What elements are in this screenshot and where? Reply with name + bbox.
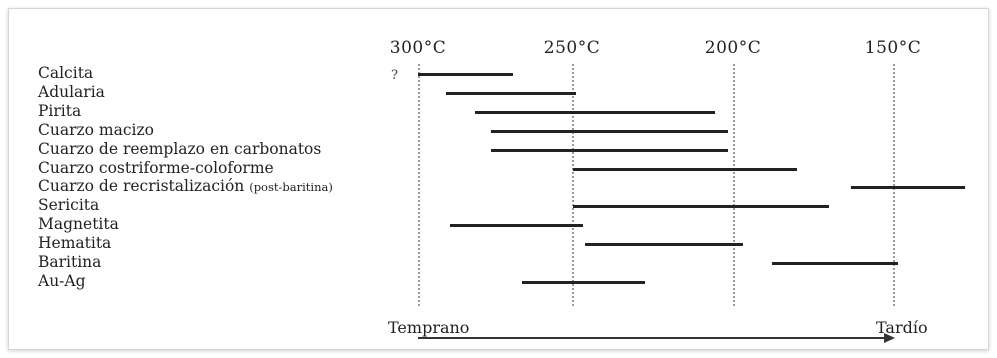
mineral-label: Cuarzo de reemplazo en carbonatos — [38, 139, 322, 158]
mineral-name: Hematita — [38, 234, 112, 253]
mineral-range-bar — [491, 129, 728, 133]
mineral-label: Pirita — [38, 101, 82, 120]
mineral-label: Adularia — [38, 82, 105, 101]
mineral-name: Cuarzo de recristalización — [38, 177, 250, 196]
mineral-label: Sericita — [38, 198, 99, 214]
mineral-label: Magnetita — [38, 215, 119, 234]
temperature-label: 200°C — [704, 38, 762, 58]
mineral-name: Au-Ag — [38, 271, 86, 290]
late-stage-label: Tardío — [876, 318, 928, 337]
temperature-label: 300°C — [389, 38, 447, 58]
mineral-label: Cuarzo macizo — [38, 120, 154, 139]
mineral-range-bar — [418, 73, 513, 76]
mineral-label: Calcita — [38, 64, 94, 82]
temperature-label: 150°C — [864, 38, 922, 58]
time-arrow-line — [418, 337, 888, 339]
mineral-name: Pirita — [38, 101, 82, 120]
mineral-range-bar — [851, 186, 965, 190]
mineral-range-bar — [450, 224, 583, 228]
mineral-name: Magnetita — [38, 215, 119, 234]
mineral-name: Baritina — [38, 253, 102, 271]
temperature-label: 250°C — [543, 38, 601, 58]
diagram-frame — [8, 8, 989, 350]
mineral-name: Cuarzo costriforme-coloforme — [38, 158, 274, 177]
mineral-label: Au-Ag — [38, 271, 86, 290]
mineral-range-bar — [446, 91, 576, 95]
time-arrow-head-icon — [884, 333, 895, 343]
mineral-range-bar — [491, 148, 728, 152]
mineral-name: Calcita — [38, 64, 94, 82]
early-stage-label: Temprano — [388, 318, 470, 337]
mineral-label: Hematita — [38, 234, 112, 253]
mineral-range-bar — [585, 243, 743, 247]
mineral-range-bar — [573, 205, 829, 209]
temperature-guide-line — [572, 64, 574, 306]
mineral-range-bar — [573, 167, 797, 171]
uncertain-start-marker: ? — [391, 68, 398, 83]
mineral-label: Cuarzo de recristalización (post-baritin… — [38, 179, 333, 195]
mineral-label: Baritina — [38, 253, 102, 271]
mineral-name: Adularia — [38, 82, 105, 101]
temperature-guide-line — [733, 64, 735, 306]
mineral-label: Cuarzo costriforme-coloforme — [38, 158, 274, 177]
mineral-note: (post-baritina) — [249, 180, 333, 195]
temperature-guide-line — [418, 64, 420, 306]
mineral-name: Cuarzo de reemplazo en carbonatos — [38, 139, 322, 158]
mineral-range-bar — [475, 110, 715, 114]
mineral-name: Cuarzo macizo — [38, 120, 154, 139]
mineral-name: Sericita — [38, 196, 100, 215]
mineral-range-bar — [772, 262, 898, 265]
temperature-guide-line — [893, 64, 895, 306]
mineral-range-bar — [522, 280, 645, 284]
